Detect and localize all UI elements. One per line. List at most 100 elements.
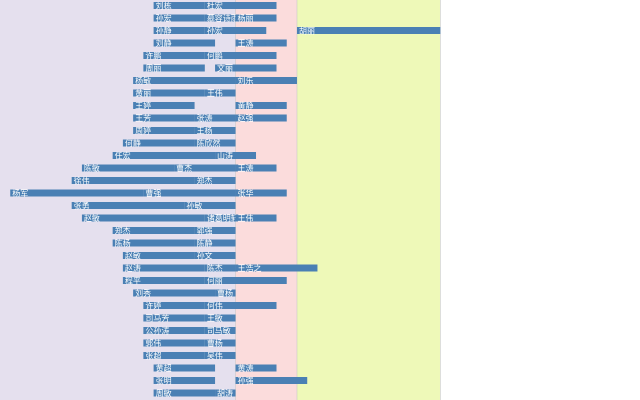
bar-segment — [153, 14, 205, 22]
bar-segment — [184, 202, 236, 209]
bar-label: 陈杰 — [207, 263, 223, 273]
bar-label: 王浩之 — [238, 263, 262, 273]
bar-segment — [235, 39, 287, 47]
bar-segment — [235, 364, 277, 372]
bar-label: 曹杨 — [217, 288, 233, 298]
bar-label: 张明 — [156, 377, 172, 386]
bar-label: 王伟 — [207, 88, 223, 98]
bar-label: 杨敏 — [135, 76, 151, 86]
bar-segment — [143, 339, 205, 347]
bar-segment — [122, 277, 205, 284]
bar-segment — [133, 114, 195, 122]
bar-label: 程平 — [125, 277, 141, 286]
bar-segment — [112, 152, 216, 159]
bar-label: 曹强 — [145, 188, 161, 198]
bar-segment — [122, 139, 195, 147]
bar-segment — [71, 202, 185, 209]
bar-label: 杨丽 — [238, 13, 254, 23]
bar-label: 司马芳 — [145, 313, 169, 323]
bar-segment — [112, 227, 195, 234]
bar-segment — [133, 102, 195, 109]
bar-label: 杨军 — [12, 188, 28, 198]
bar-segment — [215, 152, 257, 159]
bar-label: 刘乐 — [238, 76, 254, 86]
bar-label: 赵敏 — [125, 251, 141, 261]
bar-label: 周敏 — [156, 388, 172, 398]
bar-label: 孙宏 — [207, 26, 223, 36]
bar-label: 张超 — [145, 351, 161, 361]
bar-label: 王伟 — [238, 213, 254, 223]
bar-segment — [194, 227, 236, 234]
bar-segment — [204, 352, 236, 359]
bar-segment — [215, 389, 236, 397]
bar-label: 王婷 — [135, 101, 151, 111]
bar-segment — [204, 89, 236, 97]
bar-label: 司马敏 — [207, 326, 231, 336]
bar-label: 陈欣然 — [197, 138, 221, 148]
bar-segment — [204, 2, 277, 9]
bar-segment — [235, 214, 277, 222]
bar-label: 陈杨 — [115, 238, 131, 248]
bar-label: 刘静 — [156, 38, 172, 48]
bar-segment — [204, 52, 277, 59]
bar-label: 胡丽 — [299, 26, 315, 36]
bar-label: 孙静 — [156, 26, 172, 36]
bar-label: 周丽 — [145, 64, 161, 73]
bar-segment — [235, 377, 308, 384]
bar-label: 王涛 — [238, 163, 254, 173]
bar-label: 赵涛 — [125, 263, 141, 273]
bar-label: 张涛 — [197, 113, 213, 123]
bar-segment — [235, 102, 287, 109]
bar-segment — [194, 177, 236, 184]
bar-segment — [194, 114, 236, 122]
bar-segment — [204, 14, 236, 22]
bar-segment — [204, 302, 277, 309]
bar-segment — [153, 389, 216, 397]
bar-segment — [122, 264, 205, 272]
bar-segment — [143, 314, 205, 322]
bar-label: 黄静 — [238, 101, 254, 111]
bar-segment — [235, 264, 318, 272]
bar-segment — [133, 127, 195, 134]
bar-segment — [143, 189, 236, 197]
bar-label: 王芳 — [135, 113, 151, 123]
bar-label: 任宏 — [115, 151, 131, 161]
bar-segment — [153, 27, 205, 34]
bar-label: 公孙涛 — [145, 326, 169, 336]
bar-segment — [215, 64, 277, 72]
bar-segment — [153, 39, 216, 47]
bar-segment — [204, 214, 236, 222]
bar-segment — [133, 89, 205, 97]
bar-label: 张勇 — [74, 202, 90, 211]
bar-segment — [133, 289, 216, 297]
bar-segment — [153, 364, 216, 372]
bar-segment — [235, 164, 277, 172]
bar-segment — [143, 302, 205, 309]
bar-segment — [81, 164, 175, 172]
bar-label: 许鹏 — [145, 51, 161, 61]
bar-label: 刘秀 — [135, 288, 151, 298]
bar-segment — [153, 377, 216, 384]
bar-label: 黄丽 — [135, 88, 151, 98]
bar-segment — [215, 289, 236, 297]
bar-segment — [204, 277, 287, 284]
bar-label: 山涛 — [217, 151, 233, 161]
bar-segment — [235, 114, 287, 122]
bar-label: 陈敏 — [84, 163, 100, 173]
bar-label: 杜宏 — [207, 1, 223, 11]
bar-label: 王杨 — [197, 126, 213, 136]
bar-label: 何伟 — [207, 301, 223, 311]
bar-label: 许婷 — [145, 301, 161, 311]
bar-label: 郭强 — [197, 226, 213, 236]
bar-segment — [174, 164, 236, 172]
background-band-1 — [235, 0, 297, 400]
bar-segment — [204, 264, 236, 272]
bar-segment — [153, 2, 205, 9]
bar-segment — [194, 252, 236, 259]
bar-segment — [235, 77, 297, 84]
bar-label: 黄超 — [156, 363, 172, 373]
bar-label: 郑杰 — [115, 226, 131, 236]
bar-label: 赵敏 — [84, 213, 100, 223]
